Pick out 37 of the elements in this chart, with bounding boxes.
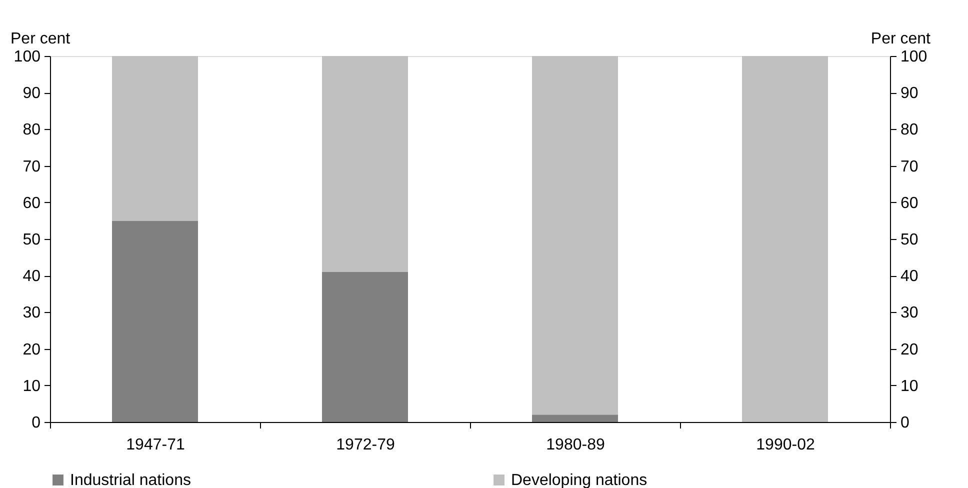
y-tick-label: 80 <box>22 122 41 139</box>
bar <box>322 56 408 272</box>
y2-tick-label: 10 <box>900 378 918 395</box>
y-tick-label: 30 <box>22 304 41 322</box>
y2-tick-label: 40 <box>900 268 918 286</box>
legend-label: Developing nations <box>511 472 648 488</box>
y-tick-label: 40 <box>22 268 41 286</box>
bar <box>532 414 618 422</box>
y-tick-label: 100 <box>14 48 41 66</box>
y2-axis-title: Per cent <box>870 30 932 48</box>
x-tick-label: 1980-89 <box>546 436 605 454</box>
y2-tick-label: 60 <box>900 194 918 212</box>
bar <box>532 56 618 415</box>
y-axis-title: Per cent <box>10 30 71 48</box>
x-tick-label: 1947-71 <box>126 436 185 454</box>
bar <box>742 56 828 422</box>
y2-tick-label: 90 <box>900 85 918 102</box>
y2-tick-label: 30 <box>900 304 918 322</box>
y-tick-label: 60 <box>22 194 41 212</box>
y2-tick-label: 20 <box>900 341 918 358</box>
y-tick-label: 20 <box>22 341 41 358</box>
bar <box>112 220 198 422</box>
y-tick-label: 50 <box>22 232 41 248</box>
y2-tick-label: 100 <box>900 48 928 66</box>
y-tick-label: 10 <box>22 378 41 395</box>
y2-tick-label: 70 <box>900 158 918 176</box>
y2-tick-label: 80 <box>900 122 918 139</box>
y2-tick-label: 0 <box>900 414 910 432</box>
legend-label: Industrial nations <box>70 472 191 488</box>
x-tick-label: 1972-79 <box>336 436 395 454</box>
y2-tick-label: 50 <box>900 232 918 248</box>
bar <box>322 272 408 422</box>
y-tick-label: 0 <box>32 414 41 432</box>
x-tick-label: 1990-02 <box>756 436 815 454</box>
y-tick-label: 90 <box>22 85 41 102</box>
bar <box>112 56 198 221</box>
y-tick-label: 70 <box>22 158 41 176</box>
